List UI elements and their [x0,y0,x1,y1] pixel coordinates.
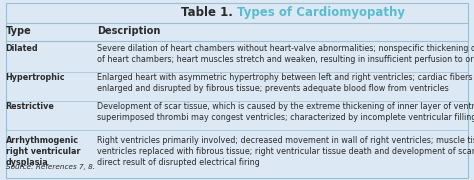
Text: Enlarged heart with asymmetric hypertrophy between left and right ventricles; ca: Enlarged heart with asymmetric hypertrop… [97,73,474,93]
Text: Type: Type [6,26,31,36]
Text: Severe dilation of heart chambers without heart-valve abnormalities; nonspecific: Severe dilation of heart chambers withou… [97,44,474,64]
Text: Types of Cardiomyopathy: Types of Cardiomyopathy [237,6,405,19]
Text: Development of scar tissue, which is caused by the extreme thickening of inner l: Development of scar tissue, which is cau… [97,102,474,122]
Text: Dilated: Dilated [6,44,38,53]
Text: Description: Description [97,26,161,36]
Text: Restrictive: Restrictive [6,102,55,111]
Text: Right ventricles primarily involved; decreased movement in wall of right ventric: Right ventricles primarily involved; dec… [97,136,474,167]
Text: Source: References 7, 8.: Source: References 7, 8. [6,164,95,170]
Text: Table 1.: Table 1. [181,6,237,19]
Text: Hypertrophic: Hypertrophic [6,73,65,82]
Text: Arrhythmogenic
right ventricular
dysplasia: Arrhythmogenic right ventricular dysplas… [6,136,80,167]
